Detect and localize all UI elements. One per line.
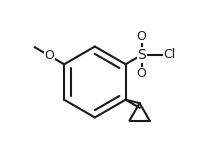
Text: O: O [45, 49, 54, 62]
Text: O: O [137, 30, 147, 43]
Text: O: O [137, 67, 147, 80]
Text: Cl: Cl [163, 49, 176, 62]
Text: S: S [137, 48, 146, 62]
